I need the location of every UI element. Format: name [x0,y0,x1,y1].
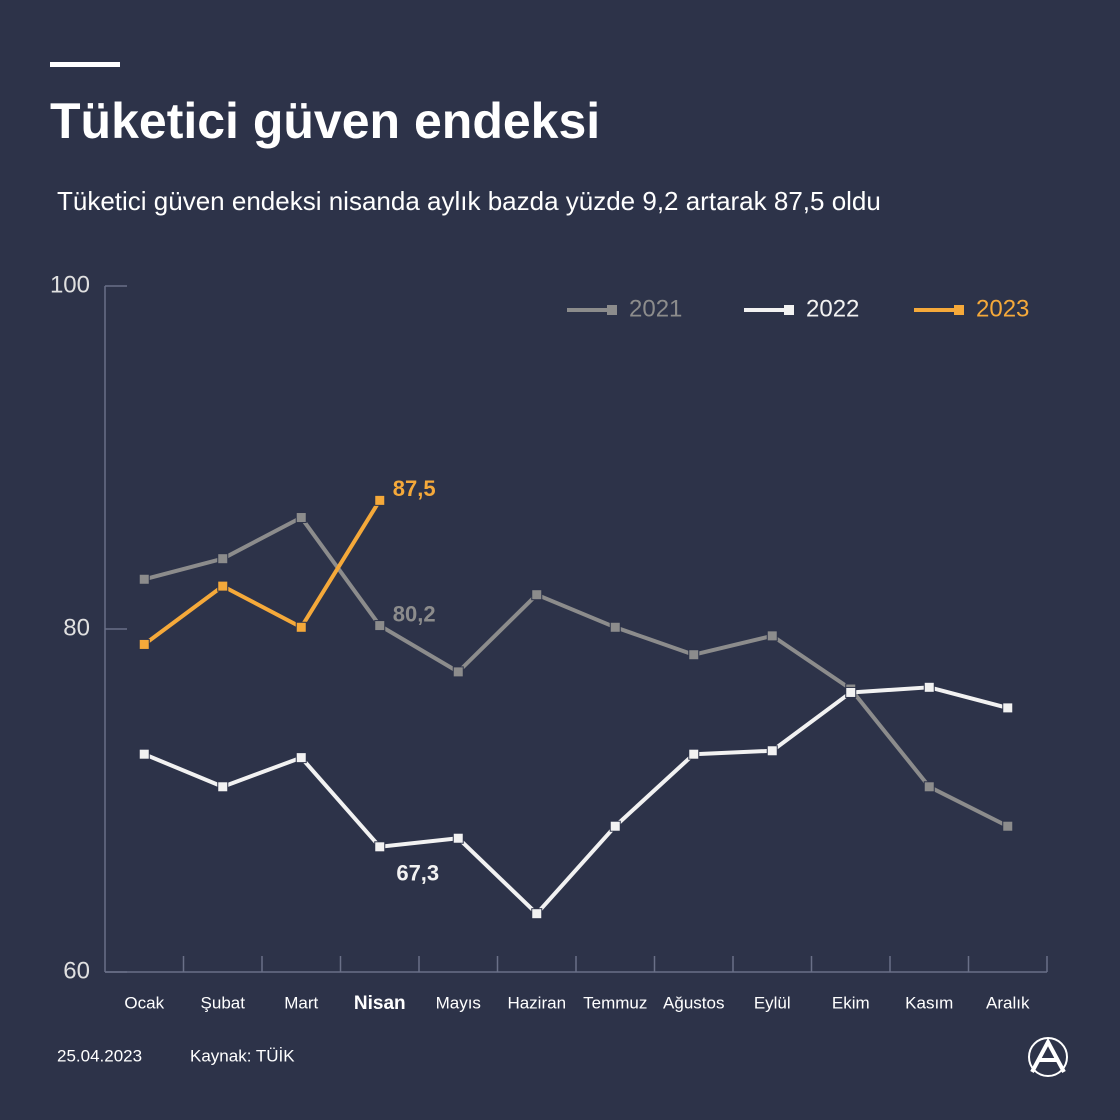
x-tick-label: Eylül [754,993,791,1012]
x-tick-label: Haziran [507,993,566,1012]
legend-label: 2023 [976,295,1029,322]
x-tick-label: Ağustos [663,993,724,1012]
chart-subtitle: Tüketici güven endeksi nisanda aylık baz… [57,186,881,216]
point [1002,702,1014,714]
point [531,589,543,601]
legend-marker [784,305,794,315]
x-tick-label: Mart [284,993,318,1012]
point [452,832,464,844]
point [609,621,621,633]
point [923,781,935,793]
series-line [143,515,1009,829]
legend-label: 2021 [629,295,682,322]
x-tick-label: Ocak [124,993,164,1012]
point [138,638,150,650]
legend-marker [954,305,964,315]
y-tick-label: 100 [50,271,90,298]
x-tick-label: Kasım [905,993,953,1012]
point [374,620,386,632]
x-tick-label: Mayıs [436,993,481,1012]
date: 25.04.2023 [57,1046,142,1065]
chart-title: Tüketici güven endeksi [50,93,600,149]
point [217,553,229,565]
legend-marker [607,305,617,315]
legend-label: 2022 [806,295,859,322]
x-tick-label: Aralık [986,993,1030,1012]
point [374,494,386,506]
point [531,908,543,920]
point [217,781,229,793]
point [688,649,700,661]
point [374,841,386,853]
x-tick-label: Şubat [201,993,246,1012]
point [1002,820,1014,832]
point [609,820,621,832]
x-tick-label: Nisan [354,993,406,1014]
data-label: 80,2 [393,601,436,626]
point [923,681,935,693]
point [766,745,778,757]
point [295,512,307,524]
x-tick-label: Ekim [832,993,870,1012]
point [845,686,857,698]
title-bar [50,62,120,67]
logo [1028,1037,1068,1077]
y-tick-label: 80 [63,614,90,641]
point [295,621,307,633]
point [766,630,778,642]
point [688,748,700,760]
series-line [143,685,1009,916]
point [138,573,150,585]
point [138,748,150,760]
data-label: 67,3 [396,861,439,886]
source: Kaynak: TÜİK [190,1046,295,1065]
y-tick-label: 60 [63,957,90,984]
point [452,666,464,678]
point [217,580,229,592]
series-line [143,499,382,647]
point [295,752,307,764]
x-tick-label: Temmuz [583,993,647,1012]
data-label: 87,5 [393,476,436,501]
